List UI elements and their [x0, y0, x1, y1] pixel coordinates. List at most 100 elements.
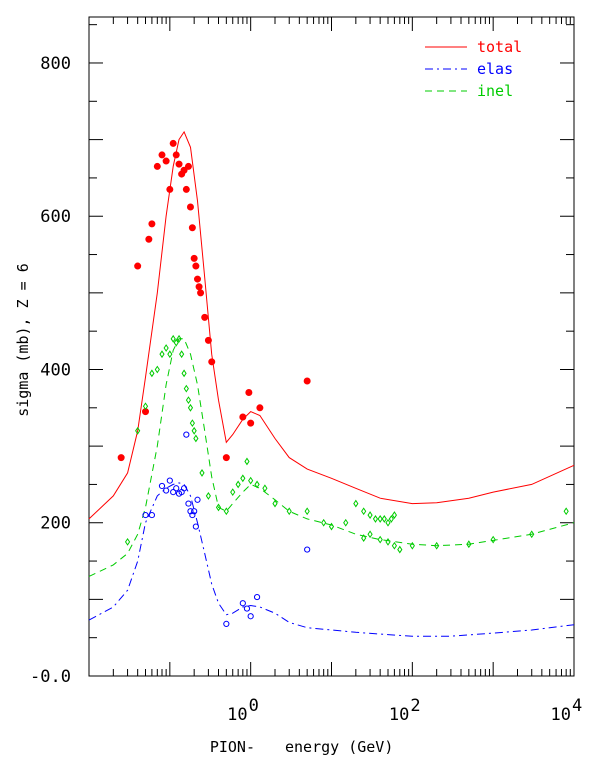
point-total [194, 275, 202, 283]
point-elas [253, 593, 261, 601]
point-inel [388, 515, 394, 523]
curve-inel [88, 338, 575, 577]
point-inel [272, 499, 278, 508]
point-inel [167, 350, 173, 359]
point-inel [199, 469, 205, 477]
point-inel [381, 515, 387, 523]
point-inel [223, 507, 229, 516]
point-total [175, 160, 183, 168]
point-inel [135, 426, 141, 435]
point-inel [240, 474, 246, 483]
x-tick-label-exponent: 2 [410, 696, 420, 716]
x-tick-label-base: 10 [227, 705, 247, 725]
point-inel [262, 484, 268, 493]
point-inel [529, 530, 535, 539]
point-inel [142, 402, 149, 411]
point-inel [367, 511, 373, 519]
point-inel [179, 350, 185, 359]
point-inel [377, 535, 383, 544]
point-inel [193, 434, 199, 443]
point-elas [304, 546, 311, 553]
point-total [134, 262, 142, 270]
point-inel [353, 499, 359, 508]
point-elas [163, 487, 170, 494]
x-axis-quantity-label: energy (GeV) [285, 738, 393, 756]
point-inel [361, 507, 367, 516]
point-inel [173, 338, 179, 347]
curve-total [88, 130, 575, 520]
y-tick-label: 400 [40, 360, 71, 380]
point-total [197, 289, 205, 297]
point-total [153, 162, 161, 170]
point-total [162, 157, 170, 165]
point-inel [466, 540, 472, 549]
point-inel [185, 396, 192, 405]
point-inel [377, 515, 383, 523]
point-total [188, 224, 196, 232]
point-total [245, 388, 253, 396]
point-inel [191, 426, 197, 435]
point-elas [192, 523, 199, 530]
x-axis-particle-label: PION- [210, 738, 255, 756]
point-elas [173, 485, 180, 492]
point-inel [149, 369, 155, 378]
point-inel [189, 419, 195, 428]
point-elas [223, 620, 230, 627]
point-total [158, 151, 166, 159]
point-elas [170, 488, 177, 496]
point-inel [321, 518, 327, 527]
point-inel [187, 403, 194, 412]
point-inel [254, 480, 260, 489]
point-inel [154, 365, 160, 374]
point-elas [194, 496, 201, 503]
point-inel [361, 534, 367, 542]
point-inel [230, 488, 236, 496]
point-inel [328, 522, 335, 531]
point-elas [148, 511, 156, 519]
point-total [169, 139, 177, 147]
point-total [303, 377, 311, 385]
point-total [256, 404, 264, 412]
point-inel [563, 507, 569, 516]
point-total [247, 419, 255, 427]
legend-label-inel: inel [477, 82, 513, 100]
point-inel [397, 545, 403, 554]
point-inel [385, 537, 391, 546]
point-elas [185, 500, 192, 507]
point-total [148, 220, 156, 228]
point-total [208, 358, 216, 366]
point-total [117, 454, 125, 462]
axis-ticks [88, 17, 575, 677]
point-total [172, 151, 180, 159]
point-inel [159, 350, 165, 359]
data-points [117, 139, 569, 627]
point-inel [235, 480, 241, 489]
point-inel [183, 384, 189, 393]
point-elas [247, 613, 254, 620]
x-tick-label-base: 10 [551, 705, 571, 725]
point-total [192, 262, 200, 270]
plot-border [88, 16, 575, 677]
point-elas [189, 511, 196, 519]
point-elas [243, 605, 251, 612]
point-inel [215, 503, 222, 512]
y-tick-label: 200 [40, 514, 71, 534]
point-total [186, 203, 194, 211]
point-elas [166, 477, 173, 484]
point-inel [244, 457, 250, 466]
x-tick-label-exponent: 0 [249, 696, 259, 716]
point-elas [191, 508, 198, 515]
point-total [145, 235, 153, 243]
point-elas [158, 482, 166, 490]
point-inel [490, 535, 496, 544]
point-elas [180, 485, 188, 492]
point-inel [286, 507, 292, 516]
point-inel [170, 334, 176, 343]
point-total [190, 254, 198, 262]
point-total [184, 162, 192, 170]
y-tick-label: 600 [40, 207, 71, 227]
y-tick-label: -0.0 [30, 667, 71, 687]
point-inel [163, 344, 169, 352]
x-axis-tick-labels: 10 0 10 2 10 4 [227, 696, 582, 725]
